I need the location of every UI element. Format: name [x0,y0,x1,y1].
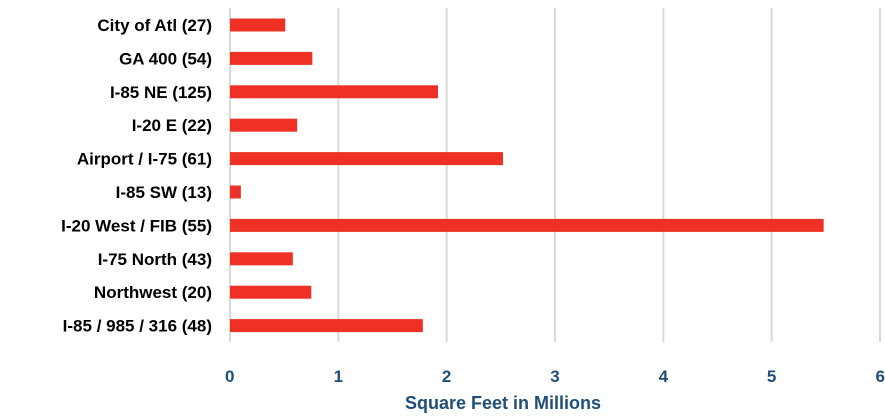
category-label: I-20 E (22) [132,116,212,135]
x-tick-label: 4 [659,367,669,386]
category-label: I-85 SW (13) [116,183,212,202]
bar [230,319,423,333]
x-tick-label: 3 [550,367,559,386]
x-tick-label: 2 [442,367,451,386]
bar [230,18,286,32]
category-label: I-85 / 985 / 316 (48) [63,317,212,336]
category-label: Airport / I-75 (61) [77,150,212,169]
x-tick-labels: 0 1 2 3 4 5 6 [225,367,885,386]
category-label: I-20 West / FIB (55) [61,216,212,235]
x-tick-label: 5 [767,367,776,386]
bar [230,85,438,99]
category-label: City of Atl (27) [97,16,212,35]
category-label: I-85 NE (125) [110,83,212,102]
category-label: I-75 North (43) [98,250,212,269]
x-axis-title: Square Feet in Millions [405,393,601,413]
bar [230,152,503,166]
category-label: GA 400 (54) [119,49,212,68]
bar [230,252,293,266]
x-tick-label: 6 [876,367,885,386]
bar [230,185,241,199]
category-labels: City of Atl (27) GA 400 (54) I-85 NE (125)… [61,16,212,336]
bars [230,18,824,333]
x-tick-label: 0 [225,367,234,386]
x-tick-label: 1 [334,367,343,386]
bar [230,51,313,65]
bar [230,118,298,132]
category-label: Northwest (20) [94,283,212,302]
bar [230,218,824,232]
bar [230,285,312,299]
gridlines [229,8,881,342]
